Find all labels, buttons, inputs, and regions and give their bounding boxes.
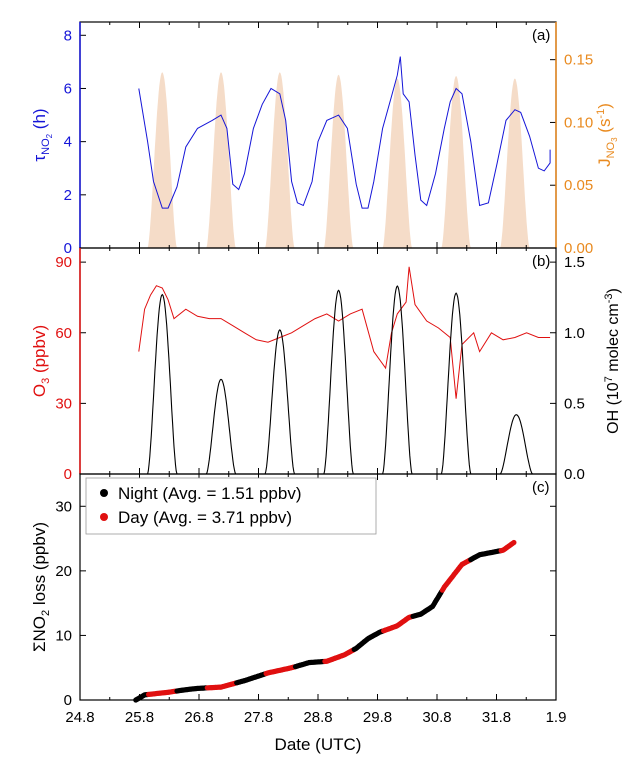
oh-tick-label: 1.5 (564, 254, 585, 271)
o3-tick-label: 0 (64, 466, 72, 483)
oh-day-peak (147, 293, 178, 475)
jno3-day-area (441, 76, 471, 248)
jno3-day-area (147, 72, 177, 248)
oh-tick-label: 0.0 (564, 466, 585, 483)
tau-tick-label: 6 (64, 80, 72, 97)
x-tick-label: 26.8 (184, 709, 213, 726)
day-legend-marker (100, 513, 108, 521)
jno3-day-area (323, 74, 354, 248)
legend-box (85, 477, 377, 535)
x-tick-label: 29.8 (363, 709, 392, 726)
loss-tick-label: 20 (55, 563, 72, 580)
panel-b-plot: 0 30 60 90 0.0 0.5 1.0 1.5 O3 (ppbv) OH (107 mole… (30, 247, 622, 483)
tau-line (138, 56, 551, 209)
oh-tick-label: 0.5 (564, 395, 585, 412)
o3-tick-label: 30 (55, 395, 72, 412)
loss-tick-label: 10 (55, 627, 72, 644)
j-tick-label: 0.15 (564, 52, 593, 69)
x-axis-title: Date (UTC) (275, 735, 362, 754)
oh-day-peak (499, 414, 533, 475)
loss-tick-label: 0 (64, 692, 72, 709)
x-tick-label: 31.8 (482, 709, 511, 726)
night-legend-marker (100, 489, 108, 497)
tau-tick-label: 4 (64, 134, 72, 151)
o3-line (138, 266, 551, 399)
jno3-day-area (206, 72, 236, 248)
o3-tick-label: 60 (55, 325, 72, 342)
jno3-day-area (382, 78, 413, 248)
j-tick-label: 0.10 (564, 114, 593, 131)
x-tick-label: 24.8 (65, 709, 94, 726)
jno3-day-area (500, 78, 530, 248)
x-tick-label: 30.8 (422, 709, 451, 726)
day-point (511, 539, 517, 546)
j-tick-label: 0.05 (564, 177, 593, 194)
oh-tick-label: 1.0 (564, 325, 585, 342)
x-tick-label: 28.8 (303, 709, 332, 726)
oh-day-peak (323, 289, 354, 475)
panel-a-plot: 0 2 4 6 8 0.00 0.05 0.10 0.15 τNO2 (h) JNO3 (s-1) (… (30, 21, 619, 257)
tau-tick-label: 0 (64, 240, 72, 257)
oh-day-peak (382, 285, 413, 475)
o3-tick-label: 90 (55, 254, 72, 271)
panel-c-plot: 24.8 25.8 26.8 27.8 28.8 29.8 30.8 31.8 1.9 0 10 20… (30, 473, 567, 754)
oh-day-peak (205, 378, 237, 475)
legend: Night (Avg. = 1.51 ppbv) Day (Avg. = 3.71… (85, 477, 377, 535)
tau-tick-label: 2 (64, 187, 72, 204)
panel-c-label: (c) (532, 479, 550, 496)
oh-axis-title: OH (107 molec cm-3) (603, 288, 622, 434)
loss-axis-title: ΣNO2 loss (ppbv) (30, 522, 52, 652)
loss-tick-label: 30 (55, 498, 72, 515)
x-tick-label: 27.8 (244, 709, 273, 726)
oh-day-peak (264, 329, 296, 475)
x-tick-label: 1.9 (546, 709, 567, 726)
j-tick-label: 0.00 (564, 240, 593, 257)
jno3-day-area (265, 72, 295, 248)
panel-a-label: (a) (532, 27, 550, 44)
j-axis-title: JNO3 (s-1) (595, 103, 619, 167)
o3-axis-title: O3 (ppbv) (30, 325, 52, 397)
x-tick-label: 25.8 (125, 709, 154, 726)
oh-day-peak (440, 292, 472, 475)
tau-tick-label: 8 (64, 27, 72, 44)
tau-axis-title: τNO2 (h) (30, 108, 54, 161)
night-legend-label: Night (Avg. = 1.51 ppbv) (118, 484, 302, 503)
day-legend-label: Day (Avg. = 3.71 ppbv) (118, 508, 292, 527)
panel-b-label: (b) (532, 253, 550, 270)
